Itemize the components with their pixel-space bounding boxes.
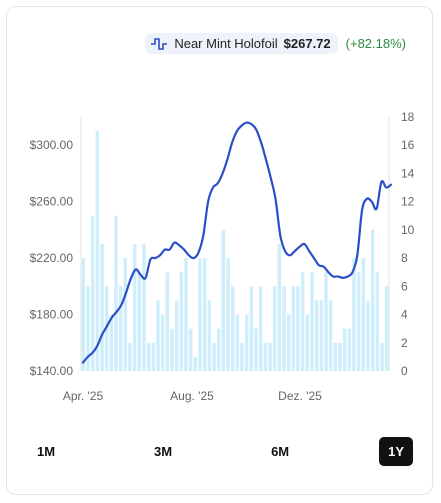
volume-bar	[142, 244, 146, 371]
volume-bar	[310, 272, 314, 371]
volume-bar	[268, 342, 272, 371]
volume-bar	[81, 258, 86, 371]
volume-bar	[100, 244, 104, 371]
volume-bar	[221, 229, 226, 371]
volume-bar	[296, 286, 300, 371]
left-axis-tick-label: $300.00	[30, 138, 74, 152]
right-axis-tick-label: 0	[401, 364, 408, 378]
volume-bar	[132, 244, 137, 371]
left-axis-tick-label: $180.00	[30, 308, 74, 322]
volume-bar	[319, 300, 324, 371]
x-axis-tick-label: Aug. '25	[170, 389, 214, 403]
volume-bar	[160, 314, 165, 371]
volume-bar	[240, 342, 244, 371]
right-axis-tick-label: 16	[401, 138, 415, 152]
volume-bar	[109, 314, 114, 371]
volume-bar	[202, 258, 207, 371]
legend-current-value: $267.72	[283, 36, 331, 51]
price-line	[81, 121, 393, 364]
volume-bar	[216, 328, 221, 371]
legend-percent-change: (+82.18%)	[345, 36, 406, 51]
left-axis-tick-label: $260.00	[30, 195, 74, 209]
volume-bar	[179, 272, 184, 371]
volume-bar	[244, 314, 249, 371]
volume-bar	[314, 300, 319, 371]
volume-bar	[184, 258, 188, 371]
volume-bar	[291, 286, 296, 371]
volume-bar	[212, 342, 216, 371]
volume-bar	[356, 272, 361, 371]
volume-bar	[128, 342, 132, 371]
volume-bar	[384, 286, 389, 371]
volume-bar	[338, 342, 342, 371]
range-button-3m[interactable]: 3M	[145, 437, 181, 466]
right-axis-tick-label: 10	[401, 223, 415, 237]
volume-bar	[95, 131, 100, 371]
range-button-6m[interactable]: 6M	[262, 437, 298, 466]
volume-bar	[277, 244, 282, 371]
volume-bar	[254, 328, 258, 371]
right-axis-tick-label: 6	[401, 279, 408, 293]
volume-bar	[156, 300, 160, 371]
volume-bar	[366, 300, 370, 371]
volume-bar	[193, 356, 198, 371]
volume-bar	[328, 300, 333, 371]
volume-bar	[137, 272, 142, 371]
left-axis-tick-label: $220.00	[30, 251, 74, 265]
volume-bar	[114, 215, 118, 371]
right-axis-tick-label: 2	[401, 336, 408, 350]
volume-bar	[286, 314, 291, 371]
volume-bar	[174, 300, 179, 371]
volume-bar	[188, 328, 193, 371]
volume-bar	[324, 272, 328, 371]
volume-bar	[263, 342, 268, 371]
volume-bar	[86, 286, 90, 371]
right-axis-tick-label: 8	[401, 251, 408, 265]
volume-bar	[375, 272, 380, 371]
volume-bar	[146, 342, 151, 371]
volume-bar	[380, 342, 384, 371]
volume-bar	[198, 258, 202, 371]
volume-bar	[230, 286, 235, 371]
range-selector: 1M 3M 6M 1Y	[28, 437, 413, 466]
volume-bar	[123, 258, 128, 371]
range-button-1m[interactable]: 1M	[28, 437, 64, 466]
volume-bar	[226, 258, 230, 371]
chart-card: Near Mint Holofoil $267.72 (+82.18%)	[6, 6, 433, 495]
volume-bar	[300, 272, 305, 371]
volume-bar	[235, 314, 240, 371]
right-axis-tick-label: 4	[401, 308, 408, 322]
right-axis-tick-label: 14	[401, 166, 415, 180]
volume-bar	[90, 215, 95, 371]
left-axis-tick-label: $140.00	[30, 364, 74, 378]
right-axis-tick-label: 12	[401, 195, 415, 209]
volume-bar	[347, 328, 352, 371]
volume-bar	[165, 272, 170, 371]
x-axis-tick-label: Apr. '25	[63, 389, 104, 403]
volume-bar	[170, 328, 174, 371]
volume-bar	[370, 229, 375, 371]
volume-bar	[361, 258, 366, 371]
legend-series-name: Near Mint Holofoil	[174, 36, 278, 51]
volume-bar	[333, 342, 338, 371]
volume-bar	[342, 328, 347, 371]
legend-item[interactable]: Near Mint Holofoil $267.72	[145, 33, 338, 54]
volume-bar	[305, 314, 310, 371]
volume-bar	[207, 300, 212, 371]
range-button-1y[interactable]: 1Y	[379, 437, 413, 466]
volume-bar	[258, 286, 263, 371]
volume-bar	[272, 286, 277, 371]
volume-bar	[118, 286, 123, 371]
right-axis-tick-label: 18	[401, 110, 415, 124]
volume-bar	[151, 342, 156, 371]
pulse-line-icon	[151, 37, 168, 50]
volume-bar	[249, 286, 254, 371]
legend: Near Mint Holofoil $267.72 (+82.18%)	[145, 33, 406, 54]
volume-bar	[282, 286, 286, 371]
volume-bar	[352, 258, 356, 371]
x-axis-tick-label: Dez. '25	[278, 389, 322, 403]
